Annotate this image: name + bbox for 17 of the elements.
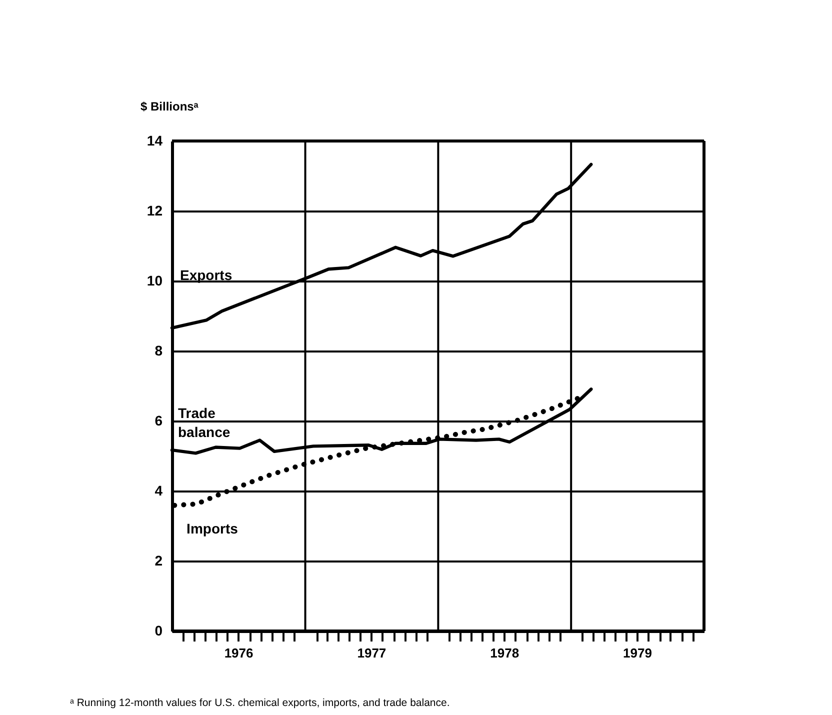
series-label: Trade balance xyxy=(178,405,230,440)
y-tick-label: 2 xyxy=(154,552,163,568)
y-tick-label: 0 xyxy=(154,622,163,638)
x-tick-label: 1977 xyxy=(357,646,386,660)
x-tick-label: 1978 xyxy=(490,646,520,660)
series-label: Exports xyxy=(180,266,232,283)
text: ᵃ Running 12-month values for U.S. chemical exports, imports, and trade balance. xyxy=(70,697,450,709)
y-tick-label: 12 xyxy=(146,202,163,218)
x-tick-label: 1979 xyxy=(623,646,652,660)
y-tick-label: 10 xyxy=(146,272,163,288)
y-tick-label: 14 xyxy=(146,132,163,148)
y-tick-label: 8 xyxy=(154,342,163,358)
y-axis-title: $ Billionsᵃ xyxy=(140,100,199,114)
y-tick-label: 4 xyxy=(154,482,163,498)
series-label: Imports xyxy=(186,520,238,536)
x-tick-label: 1976 xyxy=(224,646,254,660)
y-tick-label: 6 xyxy=(154,412,163,428)
